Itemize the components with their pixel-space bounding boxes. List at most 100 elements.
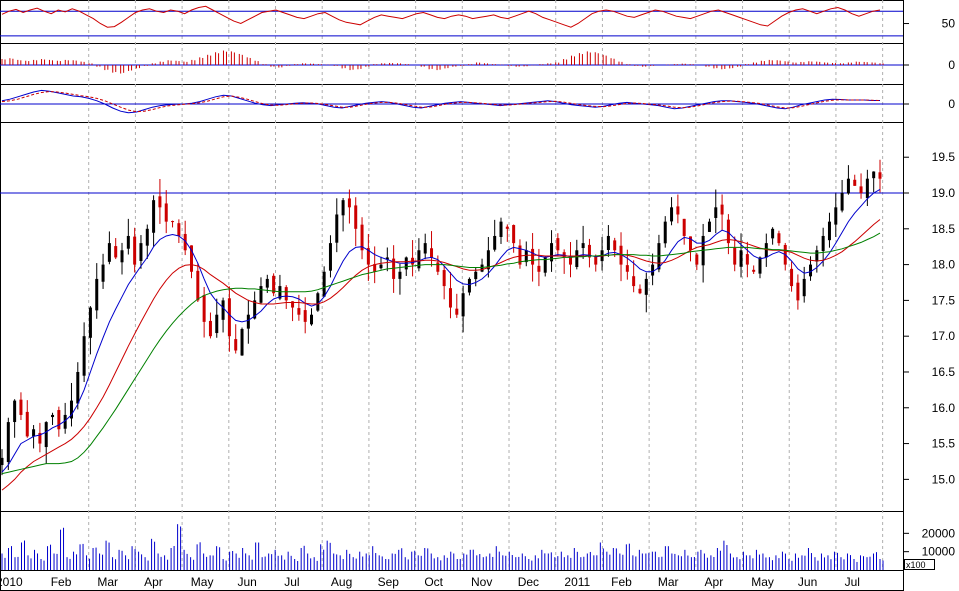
month-label: Apr [144, 575, 163, 589]
candle-body [202, 295, 206, 322]
histogram-panel [0, 50, 903, 74]
candle-body [63, 414, 67, 429]
candle-body [764, 243, 768, 258]
candle-body [663, 221, 667, 244]
candle-body [594, 256, 598, 265]
candle-body [158, 196, 162, 208]
ma-blue-line [1, 188, 881, 473]
signal-line [1, 90, 881, 113]
month-label: 2011 [564, 575, 590, 589]
month-label: Oct [424, 575, 443, 589]
month-label: Jun [798, 575, 817, 589]
candle-body [354, 205, 358, 229]
candle-body [133, 236, 137, 265]
candle-body [739, 250, 743, 267]
tick-label: 20000 [922, 526, 956, 540]
tick-label: 18.5 [932, 222, 956, 236]
candle-body [442, 270, 446, 287]
candle-body [139, 243, 143, 261]
macd-panel [0, 89, 903, 114]
candle-body [183, 233, 187, 251]
month-label: Mar [658, 575, 679, 589]
tick-label: 50 [942, 17, 956, 31]
candle-body [575, 250, 579, 267]
candle-body [76, 371, 80, 404]
candle-body [25, 411, 29, 437]
candle-body [613, 240, 617, 251]
candle-body [303, 310, 307, 322]
candle-body [726, 219, 730, 244]
volume-panel-frame [0, 511, 904, 571]
month-label: May [751, 575, 774, 589]
month-gridlines [88, 0, 884, 570]
candle-body [234, 339, 238, 351]
candle-body [196, 270, 200, 301]
candle-body [19, 399, 23, 415]
candle-body [107, 243, 111, 262]
month-label: Jul [284, 575, 299, 589]
ma-red-line [1, 219, 881, 491]
candle-body [278, 286, 282, 299]
candle-body [474, 271, 478, 280]
tick-label: 17.5 [932, 293, 956, 307]
histogram-panel-frame [0, 43, 904, 85]
tick-label: 15.0 [932, 472, 956, 486]
candle-body [95, 278, 99, 311]
candle-body [57, 410, 61, 430]
candle-body [316, 293, 320, 311]
oscillator-line [1, 5, 881, 28]
candle-body [543, 257, 547, 273]
tick-label: 15.5 [932, 437, 956, 451]
candle-body [69, 400, 73, 419]
right-axis-labels: 50 0 0 19.5 19.0 18.5 18.0 17.5 17.0 16.5 16.0 15.5… [903, 17, 955, 570]
tick-label: 17.0 [932, 329, 956, 343]
candle-body [651, 264, 655, 276]
candle-body [272, 275, 276, 294]
candle-body [802, 278, 806, 297]
candle-body [720, 204, 724, 215]
candle-body [13, 400, 17, 423]
candle-body [840, 193, 844, 211]
candle-body [707, 221, 711, 232]
candle-body [328, 243, 332, 271]
candle-body [467, 278, 471, 293]
candle-body [461, 293, 465, 317]
candle-body [632, 276, 636, 287]
candle-body [126, 235, 130, 249]
candle-body [872, 171, 876, 179]
candle-body [177, 223, 181, 236]
candle-body [581, 243, 585, 249]
oscillator-panel-frame [0, 0, 904, 44]
macd-line [1, 89, 880, 114]
candle-body [777, 233, 781, 244]
candle-body [208, 320, 212, 337]
candle-body [240, 329, 244, 356]
candle-body [796, 282, 800, 301]
candle-body [865, 178, 869, 199]
candle-body [606, 235, 610, 250]
candle-body [480, 264, 484, 272]
candle-body [392, 258, 396, 279]
month-label: Aug [331, 575, 352, 589]
candle-body [625, 265, 629, 272]
month-label: Nov [471, 575, 492, 589]
candle-body [322, 271, 326, 297]
candle-body [587, 244, 591, 258]
tick-label: 18.0 [932, 258, 956, 272]
candle-body [878, 172, 882, 179]
candle-body [638, 288, 642, 294]
candle-body [714, 207, 718, 218]
candle-body [733, 247, 737, 265]
candle-body [537, 265, 541, 272]
candle-body [171, 221, 175, 223]
month-label: Jul [845, 575, 860, 589]
candle-body [486, 250, 490, 270]
candle-body [834, 207, 838, 225]
candle-body [430, 248, 434, 258]
candle-body [556, 238, 560, 251]
candle-body [0, 457, 4, 466]
candle-body [297, 308, 301, 315]
tick-label: 10000 [922, 545, 956, 559]
candle-body [518, 245, 522, 265]
candle-body [790, 268, 794, 287]
